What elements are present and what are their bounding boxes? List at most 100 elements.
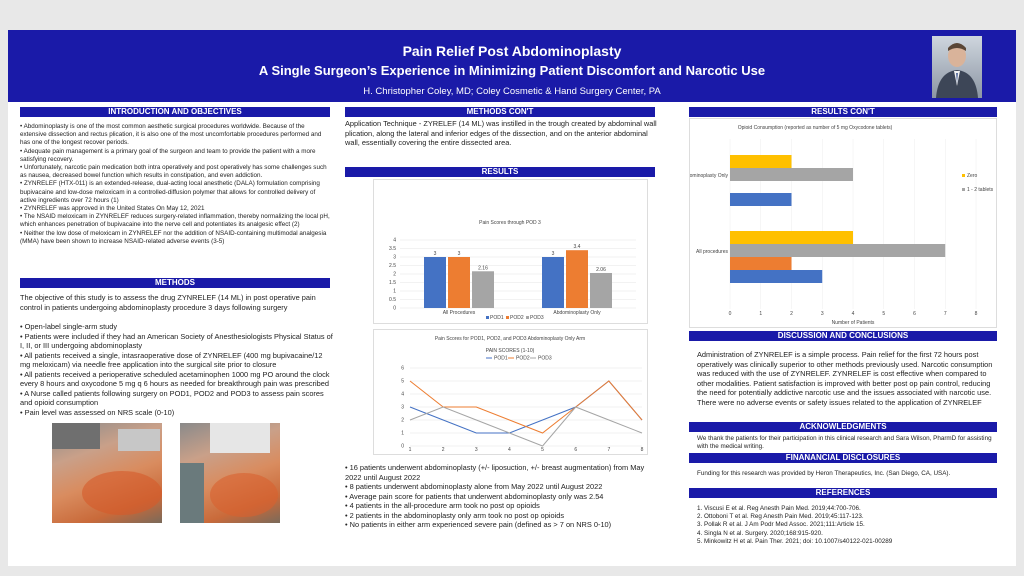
discussion-heading: DISCUSSION AND CONCLUSIONS bbox=[689, 331, 997, 341]
poster-title: Pain Relief Post Abdominoplasty bbox=[402, 43, 622, 59]
x-tick-label: 7 bbox=[944, 311, 947, 317]
reference-item: 3. Pollak R et al. J Am Podr Med Assoc. … bbox=[697, 521, 865, 529]
y-tick-label: 4 bbox=[393, 238, 396, 244]
pain-scores-bar-chart: Pain Scores through POD 3 0 0.5 1 1.5 2 2.5 3 3.… bbox=[373, 179, 648, 324]
bar-other bbox=[730, 270, 823, 283]
series-line-pod3 bbox=[409, 406, 643, 447]
x-tick-label: 8 bbox=[975, 311, 978, 317]
disclosures-text: Funding for this research was provided b… bbox=[697, 470, 951, 477]
bar-1-2-tablets bbox=[730, 168, 853, 181]
y-tick-label: 2.5 bbox=[389, 263, 396, 269]
x-tick-label: 5 bbox=[541, 447, 544, 453]
bar-pod3 bbox=[472, 271, 494, 308]
methods-bullet: • Pain level was assessed on NRS scale (… bbox=[20, 407, 175, 417]
legend-label: POD2 bbox=[510, 315, 524, 321]
acknowledgments-heading: ACKNOWLEDGMENTS bbox=[689, 422, 997, 432]
data-label: 3.4 bbox=[574, 244, 581, 250]
legend-label: POD1 bbox=[494, 356, 508, 362]
data-label: 3 bbox=[434, 251, 437, 257]
reference-item: 5. Minkowitz H et al. Pain Ther. 2021; d… bbox=[697, 537, 893, 545]
x-axis-label: Number of Patients bbox=[832, 320, 875, 326]
intro-bullet: • ZYNRELEF was approved in the United St… bbox=[20, 205, 205, 213]
chart-title: Pain Scores for POD1, POD2, and POD3 Abd… bbox=[435, 336, 585, 342]
bar-other bbox=[730, 257, 792, 270]
bar-other bbox=[730, 193, 792, 206]
bar-pod2 bbox=[448, 257, 470, 308]
x-tick-label: 1 bbox=[759, 311, 762, 317]
y-tick-label: 0 bbox=[401, 444, 404, 450]
y-tick-label: 6 bbox=[401, 366, 404, 372]
opioid-consumption-chart: Opioid Consumption (reported as number o… bbox=[681, 118, 997, 328]
data-label: 2.16 bbox=[478, 265, 488, 271]
methods-cont-text: Application Technique - ZYRELEF (14 ML) … bbox=[345, 119, 657, 147]
surgery-photo-2 bbox=[180, 423, 280, 523]
methods-cont-heading: METHODS CON'T bbox=[345, 107, 655, 117]
x-tick-label: 5 bbox=[882, 311, 885, 317]
legend-swatch bbox=[526, 316, 529, 319]
bar-zero bbox=[730, 155, 792, 168]
results-bullets: • 16 patients underwent abdominoplasty (… bbox=[345, 463, 657, 530]
intro-bullet: • Neither the low dose of meloxicam in Z… bbox=[20, 229, 327, 245]
x-tick-label: 6 bbox=[574, 447, 577, 453]
legend-label: POD2 bbox=[516, 356, 530, 362]
y-tick-label: 1 bbox=[401, 431, 404, 437]
methods-heading: METHODS bbox=[20, 278, 330, 288]
discussion-text: Administration of ZYNRELEF is a simple p… bbox=[697, 350, 993, 407]
intro-bullet: • Abdominoplasty is one of the most comm… bbox=[20, 123, 322, 147]
y-tick-label: 3 bbox=[393, 255, 396, 261]
results-bullet: • 8 patients underwent abdominoplasty al… bbox=[345, 482, 603, 491]
x-tick-label: 3 bbox=[821, 311, 824, 317]
acknowledgments-text: We thank the patients for their particip… bbox=[697, 435, 992, 451]
legend-swatch bbox=[486, 316, 489, 319]
x-tick-label: All Procedures bbox=[443, 310, 476, 316]
y-tick-label: 3.5 bbox=[389, 246, 396, 252]
references-heading: REFERENCES bbox=[689, 488, 997, 498]
bar-zero bbox=[730, 231, 853, 244]
poster: Pain Relief Post Abdominoplasty A Single… bbox=[8, 30, 1016, 566]
data-label: 3 bbox=[552, 251, 555, 257]
x-tick-label: Abdominoplasty Only bbox=[553, 310, 601, 316]
disclosures-heading: FINANANCIAL DISCLOSURES bbox=[689, 453, 997, 463]
results-bullet: • No patients in either arm experienced … bbox=[345, 520, 612, 529]
poster-authors: H. Christopher Coley, MD; Coley Cosmetic… bbox=[363, 86, 661, 97]
intro-bullets: • Abdominoplasty is one of the most comm… bbox=[20, 123, 332, 246]
x-tick-label: 0 bbox=[729, 311, 732, 317]
data-label: 2.06 bbox=[596, 267, 606, 273]
reference-item: 2. Ottoboni T et al. Reg Anesth Pain Med… bbox=[697, 513, 864, 521]
methods-bullets: • Open-label single-arm study • Patients… bbox=[20, 322, 334, 417]
methods-bullet: • All patients received a perioperative … bbox=[20, 369, 330, 389]
data-label: 3 bbox=[458, 251, 461, 257]
methods-bullet: • All patients received a single, intasr… bbox=[20, 350, 323, 370]
intro-heading: INTRODUCTION AND OBJECTIVES bbox=[20, 107, 330, 117]
results-bullet: • 4 patients in the all-procedure arm to… bbox=[345, 501, 540, 510]
x-tick-label: 6 bbox=[913, 311, 916, 317]
results-bullet: • 2 patients in the abdominoplasty only … bbox=[345, 510, 565, 520]
y-category-label: All procedures bbox=[696, 249, 728, 255]
results-bullet: • 16 patients underwent abdominoplasty (… bbox=[345, 463, 645, 482]
x-tick-label: 1 bbox=[409, 447, 412, 453]
y-tick-label: 0 bbox=[393, 306, 396, 312]
legend-label: Zero bbox=[967, 173, 978, 179]
x-tick-label: 4 bbox=[852, 311, 855, 317]
intro-bullet: • Adequate pain management is a primary … bbox=[20, 147, 316, 163]
methods-bullet: • Open-label single-arm study bbox=[20, 322, 118, 331]
y-tick-label: 5 bbox=[401, 379, 404, 385]
results-heading: RESULTS bbox=[345, 167, 655, 177]
bar-pod2 bbox=[566, 250, 588, 308]
bar-pod3 bbox=[590, 272, 612, 308]
chart-title: Pain Scores through POD 3 bbox=[479, 220, 541, 226]
legend-label: POD3 bbox=[538, 356, 552, 362]
y-tick-label: 2 bbox=[401, 418, 404, 424]
chart-subtitle: PAIN SCORES (1-10) bbox=[486, 348, 535, 354]
methods-objective: The objective of this study is to assess… bbox=[20, 293, 316, 312]
y-tick-label: 0.5 bbox=[389, 297, 396, 303]
legend-label: POD1 bbox=[490, 315, 504, 321]
y-tick-label: 1.5 bbox=[389, 280, 396, 286]
intro-bullet: • The NSAID meloxicam in ZYNRELEF reduce… bbox=[20, 213, 330, 229]
x-tick-label: 8 bbox=[641, 447, 644, 453]
y-tick-label: 4 bbox=[401, 392, 404, 398]
surgery-photo-1 bbox=[52, 423, 162, 523]
intro-bullet: • ZYNRELEF (HTX-011) is an extended-rele… bbox=[20, 180, 320, 204]
results-cont-heading: RESULTS CON'T bbox=[689, 107, 997, 117]
methods-bullet: • A Nurse called patients following surg… bbox=[20, 388, 324, 408]
